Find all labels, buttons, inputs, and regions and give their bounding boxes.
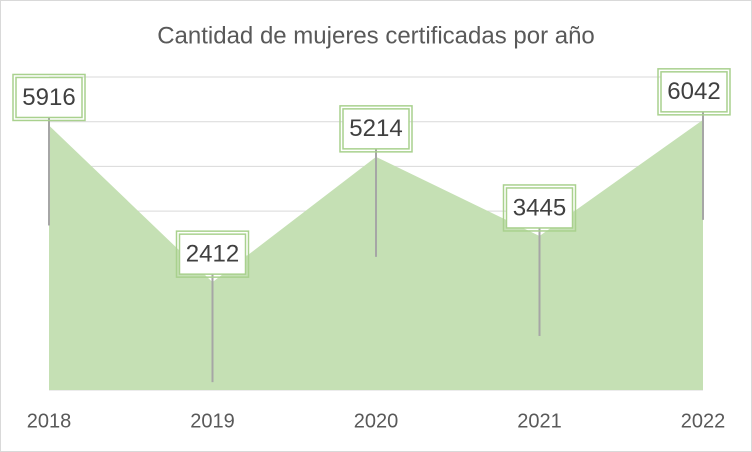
- x-tick-label: 2022: [681, 410, 726, 432]
- data-label-box: [657, 68, 731, 116]
- data-label-box: [15, 76, 83, 119]
- x-tick-label: 2019: [190, 410, 235, 432]
- data-label-box: [178, 233, 247, 275]
- data-label-box: [175, 230, 250, 278]
- data-label-box: [342, 108, 410, 150]
- data-label-box: [502, 184, 577, 232]
- data-label-box: [505, 187, 574, 229]
- data-label: 3445: [513, 194, 566, 221]
- data-label: 5916: [22, 84, 75, 111]
- data-label-box: [339, 105, 413, 153]
- data-label: 6042: [667, 78, 720, 105]
- x-tick-label: 2021: [517, 410, 562, 432]
- x-tick-label: 2018: [27, 410, 72, 432]
- data-label: 5214: [349, 115, 402, 142]
- data-label-box: [12, 73, 86, 122]
- data-label: 2412: [186, 240, 239, 267]
- x-tick-label: 2020: [354, 410, 399, 432]
- data-label-box: [660, 71, 728, 113]
- chart-title: Cantidad de mujeres certificadas por año: [157, 22, 595, 49]
